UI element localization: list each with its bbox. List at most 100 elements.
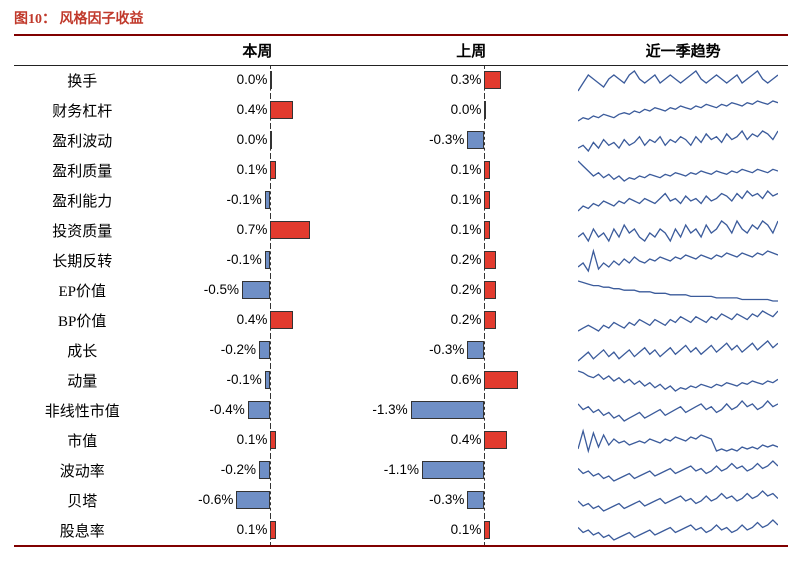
bar-positive bbox=[270, 101, 293, 119]
sparkline bbox=[578, 98, 778, 124]
bar-label: -1.1% bbox=[374, 462, 419, 477]
zero-axis bbox=[270, 246, 271, 276]
sparkline-cell bbox=[578, 306, 788, 336]
bar-label: 0.1% bbox=[436, 222, 481, 237]
bar-cell: -0.5% bbox=[150, 276, 364, 306]
bar-label: -0.2% bbox=[211, 342, 256, 357]
bar-cell: 0.1% bbox=[364, 516, 578, 546]
factor-name: 股息率 bbox=[14, 516, 150, 546]
zero-axis bbox=[484, 396, 485, 426]
bar-positive bbox=[270, 221, 310, 239]
factor-name: 贝塔 bbox=[14, 486, 150, 516]
bar-positive bbox=[484, 521, 490, 539]
sparkline bbox=[578, 278, 778, 304]
table-row: 盈利波动0.0% -0.3% bbox=[14, 126, 788, 156]
sparkline-cell bbox=[578, 276, 788, 306]
bar-cell: -0.3% bbox=[364, 336, 578, 366]
bar-cell: 0.1% bbox=[150, 516, 364, 546]
table-row: 投资质量0.7%0.1% bbox=[14, 216, 788, 246]
bar-positive bbox=[484, 221, 490, 239]
sparkline-cell bbox=[578, 456, 788, 486]
bar-label: 0.2% bbox=[436, 312, 481, 327]
sparkline-cell bbox=[578, 336, 788, 366]
sparkline bbox=[578, 158, 778, 184]
bar-negative bbox=[411, 401, 485, 419]
factor-name: EP价值 bbox=[14, 276, 150, 306]
bar-cell: 0.1% bbox=[150, 426, 364, 456]
factor-name: 成长 bbox=[14, 336, 150, 366]
bar-cell: 0.4% bbox=[364, 426, 578, 456]
table-row: 非线性市值-0.4%-1.3% bbox=[14, 396, 788, 426]
bar-label: -0.4% bbox=[200, 402, 245, 417]
bar-negative bbox=[467, 491, 484, 509]
bar-cell: -0.2% bbox=[150, 456, 364, 486]
bar-positive bbox=[270, 161, 276, 179]
zero-axis bbox=[270, 486, 271, 516]
zero-axis bbox=[484, 486, 485, 516]
bar-cell: 0.1% bbox=[364, 156, 578, 186]
sparkline-cell bbox=[578, 516, 788, 546]
sparkline bbox=[578, 428, 778, 454]
factor-table: 本周 上周 近一季趋势 换手0.0%0.3%财务杠杆0.4%0.0%盈利波动0.… bbox=[14, 34, 788, 547]
bar-positive bbox=[484, 161, 490, 179]
sparkline bbox=[578, 68, 778, 94]
bar-label: -0.1% bbox=[217, 192, 262, 207]
bar-cell: 0.2% bbox=[364, 276, 578, 306]
bar-cell: -0.1% bbox=[150, 186, 364, 216]
bar-label: 0.3% bbox=[436, 72, 481, 87]
factor-name: 财务杠杆 bbox=[14, 96, 150, 126]
bar-negative bbox=[422, 461, 484, 479]
sparkline-cell bbox=[578, 126, 788, 156]
col-last-week: 上周 bbox=[364, 35, 578, 66]
bar-positive bbox=[484, 431, 507, 449]
sparkline-cell bbox=[578, 156, 788, 186]
factor-name: 波动率 bbox=[14, 456, 150, 486]
bar-cell: 0.0% bbox=[364, 96, 578, 126]
col-this-week: 本周 bbox=[150, 35, 364, 66]
bar-positive bbox=[484, 71, 501, 89]
zero-axis bbox=[484, 336, 485, 366]
table-row: BP价值0.4%0.2% bbox=[14, 306, 788, 336]
factor-name: 盈利波动 bbox=[14, 126, 150, 156]
bar-positive bbox=[484, 101, 486, 119]
bar-label: 0.1% bbox=[436, 522, 481, 537]
factor-name: 长期反转 bbox=[14, 246, 150, 276]
bar-cell: 0.1% bbox=[364, 186, 578, 216]
sparkline bbox=[578, 188, 778, 214]
sparkline bbox=[578, 248, 778, 274]
factor-name: 换手 bbox=[14, 66, 150, 96]
sparkline bbox=[578, 458, 778, 484]
bar-positive bbox=[270, 431, 276, 449]
sparkline-cell bbox=[578, 96, 788, 126]
bar-label: -0.3% bbox=[419, 492, 464, 507]
bar-positive bbox=[270, 311, 293, 329]
sparkline-cell bbox=[578, 216, 788, 246]
bar-negative bbox=[467, 131, 484, 149]
bar-cell: 0.0% bbox=[150, 126, 364, 156]
sparkline-cell bbox=[578, 396, 788, 426]
col-trend: 近一季趋势 bbox=[578, 35, 788, 66]
bar-label: 0.0% bbox=[222, 72, 267, 87]
bar-label: 0.2% bbox=[436, 252, 481, 267]
factor-name: 动量 bbox=[14, 366, 150, 396]
table-row: 盈利能力-0.1%0.1% bbox=[14, 186, 788, 216]
bar-cell: 0.0% bbox=[150, 66, 364, 96]
bar-negative bbox=[259, 341, 270, 359]
col-name bbox=[14, 35, 150, 66]
bar-negative bbox=[259, 461, 270, 479]
sparkline bbox=[578, 308, 778, 334]
table-row: 市值0.1%0.4% bbox=[14, 426, 788, 456]
bar-label: 0.4% bbox=[436, 432, 481, 447]
bar-negative bbox=[265, 251, 271, 269]
table-row: EP价值-0.5%0.2% bbox=[14, 276, 788, 306]
bar-cell: 0.2% bbox=[364, 306, 578, 336]
bar-negative bbox=[242, 281, 270, 299]
bar-label: 0.1% bbox=[222, 522, 267, 537]
bar-label: 0.0% bbox=[436, 102, 481, 117]
sparkline bbox=[578, 218, 778, 244]
bar-negative bbox=[265, 371, 271, 389]
table-row: 动量-0.1%0.6% bbox=[14, 366, 788, 396]
bar-label: -0.3% bbox=[419, 132, 464, 147]
bar-positive bbox=[484, 311, 495, 329]
bar-cell: -0.1% bbox=[150, 366, 364, 396]
